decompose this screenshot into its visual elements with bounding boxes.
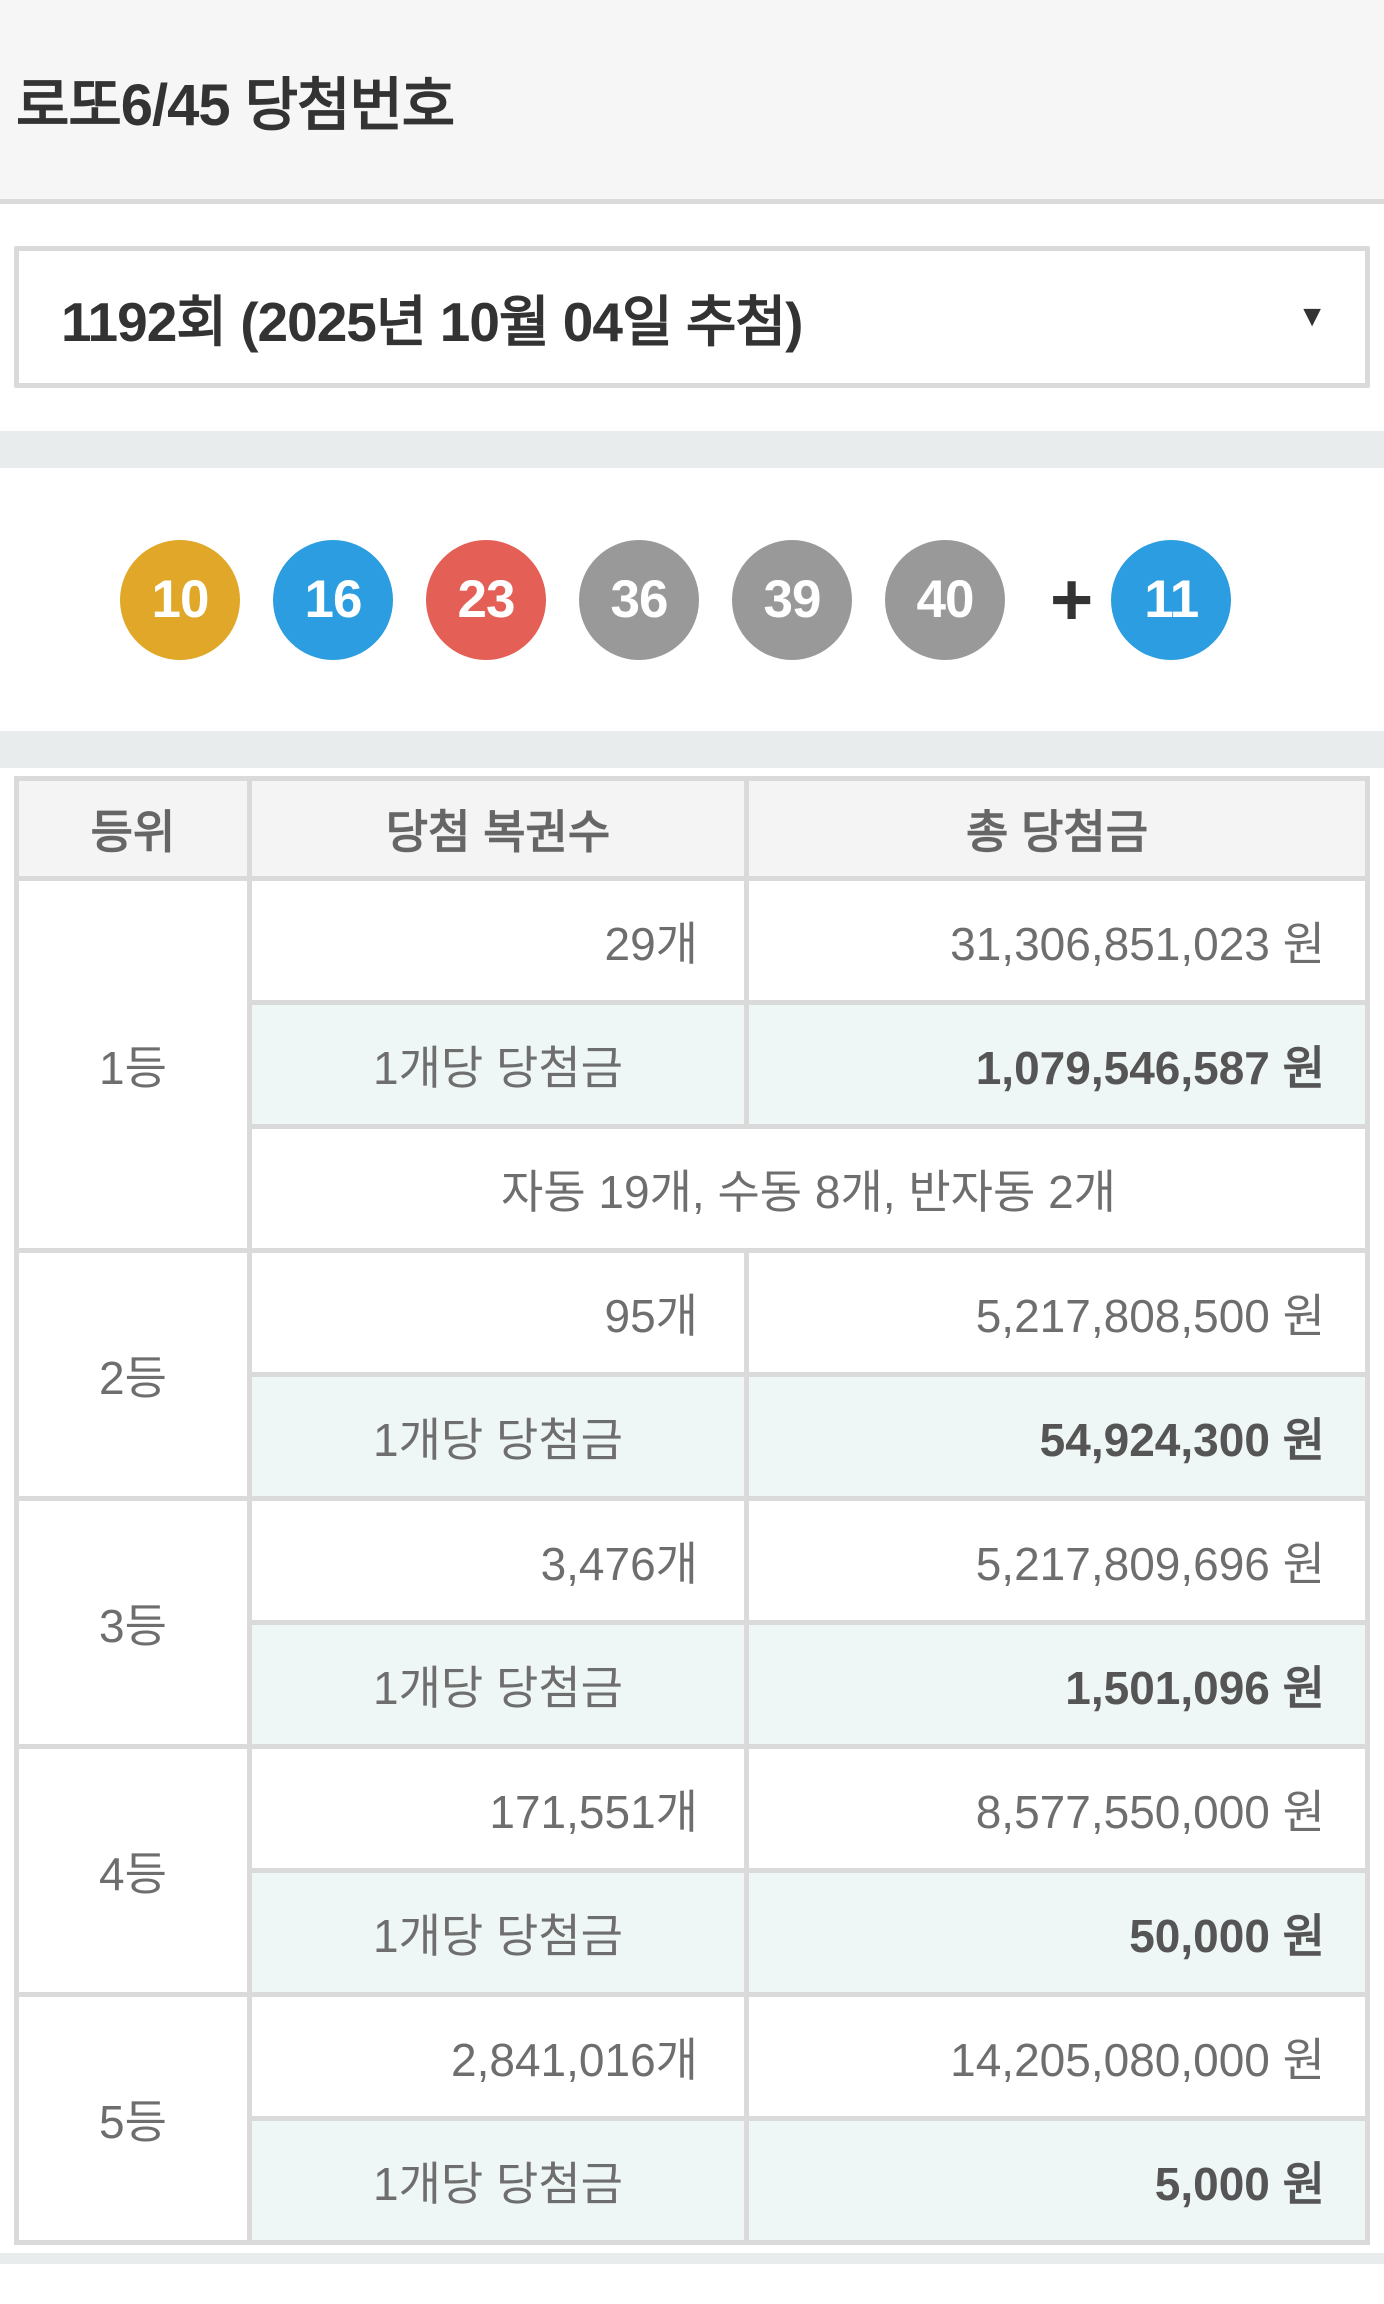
table-row: 1개당 당첨금 1,501,096 원 (17, 1620, 1370, 1749)
chevron-down-icon: ▼ (1297, 300, 1327, 333)
winner-count-2: 95개 (247, 1248, 749, 1377)
table-row: 3등 3,476개 5,217,809,696 원 (14, 1496, 1370, 1749)
table-row: 4등 171,551개 8,577,550,000 원 (14, 1744, 1370, 1997)
table-row: 2등 95개 5,217,808,500 원 (14, 1248, 1370, 1501)
rank-label-4: 4등 (14, 1744, 252, 1997)
header-winner-count: 당첨 복권수 (247, 776, 749, 881)
rank-1-method-breakdown: 자동 19개, 수동 8개, 반자동 2개 (247, 1124, 1370, 1253)
prize-table: 등위 당첨 복권수 총 당첨금 1등 29개 31,306,851,023 원 … (14, 776, 1370, 2245)
plus-icon: + (1050, 557, 1094, 641)
title-bar: 로또6/45 당첨번호 (0, 0, 1384, 204)
rank-label-5: 5등 (14, 1992, 252, 2245)
per-ticket-label-1: 1개당 당첨금 (247, 1000, 749, 1129)
winner-count-4: 171,551개 (247, 1744, 749, 1873)
winner-count-5: 2,841,016개 (247, 1992, 749, 2121)
per-ticket-label-2: 1개당 당첨금 (247, 1372, 749, 1501)
table-row: 1개당 당첨금 54,924,300 원 (17, 1372, 1370, 1501)
per-ticket-prize-2: 54,924,300 원 (744, 1372, 1370, 1501)
winner-count-3: 3,476개 (247, 1496, 749, 1625)
table-header-row: 등위 당첨 복권수 총 당첨금 (14, 776, 1370, 881)
bottom-divider-strip (0, 2253, 1384, 2264)
table-row: 5등 2,841,016개 14,205,080,000 원 (14, 1992, 1370, 2245)
rank-1-group: 1등 29개 31,306,851,023 원 1개당 당첨금 1,079,54… (14, 876, 1370, 1253)
divider-strip-bottom (0, 731, 1384, 768)
per-ticket-prize-3: 1,501,096 원 (744, 1620, 1370, 1749)
bonus-ball: 11 (1111, 539, 1232, 660)
total-prize-3: 5,217,809,696 원 (744, 1496, 1370, 1625)
winning-ball-4: 36 (579, 539, 699, 660)
per-ticket-prize-5: 5,000 원 (744, 2116, 1370, 2245)
per-ticket-label-4: 1개당 당첨금 (247, 1868, 749, 1997)
draw-round-select[interactable]: 1192회 (2025년 10월 04일 추첨) ▼ (14, 246, 1370, 388)
winning-ball-2: 16 (273, 539, 393, 660)
divider-strip-top (0, 431, 1384, 468)
rank-label-1: 1등 (14, 876, 252, 1253)
per-ticket-prize-4: 50,000 원 (744, 1868, 1370, 1997)
page-title: 로또6/45 당첨번호 (16, 72, 455, 138)
per-ticket-label-5: 1개당 당첨금 (247, 2116, 749, 2245)
winning-numbers-row: 10 16 23 36 39 40 + 11 (0, 468, 1384, 731)
total-prize-4: 8,577,550,000 원 (744, 1744, 1370, 1873)
rank-label-3: 3등 (14, 1496, 252, 1749)
rank-5-group: 5등 2,841,016개 14,205,080,000 원 1개당 당첨금 5… (14, 1992, 1370, 2245)
total-prize-2: 5,217,808,500 원 (744, 1248, 1370, 1377)
table-row: 1개당 당첨금 50,000 원 (17, 1868, 1370, 1997)
winning-ball-1: 10 (120, 539, 240, 660)
winner-count-1: 29개 (247, 876, 749, 1005)
table-row: 1개당 당첨금 5,000 원 (17, 2116, 1370, 2245)
rank-2-group: 2등 95개 5,217,808,500 원 1개당 당첨금 54,924,30… (14, 1248, 1370, 1501)
per-ticket-prize-1: 1,079,546,587 원 (744, 1000, 1370, 1129)
rank-3-group: 3등 3,476개 5,217,809,696 원 1개당 당첨금 1,501,… (14, 1496, 1370, 1749)
draw-round-selected-value: 1192회 (2025년 10월 04일 추첨) (61, 291, 803, 353)
winning-ball-3: 23 (426, 539, 546, 660)
per-ticket-label-3: 1개당 당첨금 (247, 1620, 749, 1749)
draw-selector-section: 1192회 (2025년 10월 04일 추첨) ▼ (0, 204, 1384, 388)
winning-ball-6: 40 (885, 539, 1005, 660)
table-row: 1개당 당첨금 1,079,546,587 원 (17, 1000, 1370, 1129)
table-row: 1등 29개 31,306,851,023 원 (14, 876, 1370, 1253)
rank-label-2: 2등 (14, 1248, 252, 1501)
header-rank: 등위 (14, 776, 252, 881)
winning-ball-5: 39 (732, 539, 852, 660)
table-row: 자동 19개, 수동 8개, 반자동 2개 (17, 1124, 1370, 1253)
rank-4-group: 4등 171,551개 8,577,550,000 원 1개당 당첨금 50,0… (14, 1744, 1370, 1997)
prize-table-section: 등위 당첨 복권수 총 당첨금 1등 29개 31,306,851,023 원 … (0, 768, 1384, 2245)
total-prize-5: 14,205,080,000 원 (744, 1992, 1370, 2121)
header-total-prize: 총 당첨금 (744, 776, 1370, 881)
total-prize-1: 31,306,851,023 원 (744, 876, 1370, 1005)
